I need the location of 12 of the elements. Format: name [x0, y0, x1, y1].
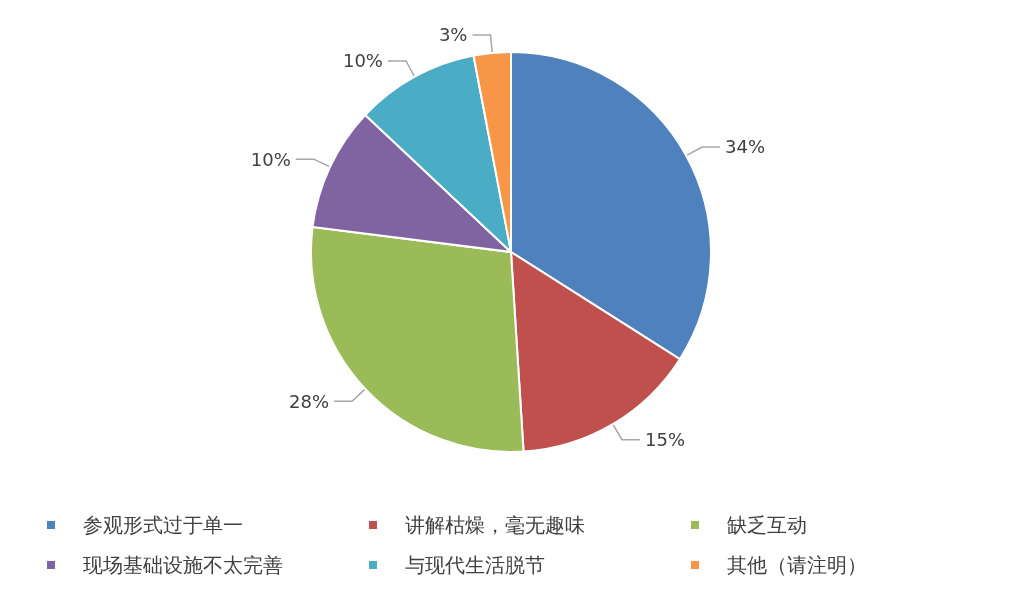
legend-label: 与现代生活脱节 [405, 553, 545, 577]
legend-label: 其他（请注明） [727, 553, 867, 577]
data-label: 10% [250, 148, 291, 170]
data-label: 3% [438, 24, 468, 46]
legend-label: 现场基础设施不太完善 [83, 553, 283, 577]
data-label: 10% [342, 50, 383, 72]
data-label: 34% [725, 136, 766, 158]
data-label: 15% [644, 429, 685, 451]
legend-label: 参观形式过于单一 [83, 513, 243, 537]
legend-label: 缺乏互动 [727, 513, 807, 537]
data-label: 28% [289, 390, 330, 412]
legend-label: 讲解枯燥，毫无趣味 [405, 513, 585, 537]
